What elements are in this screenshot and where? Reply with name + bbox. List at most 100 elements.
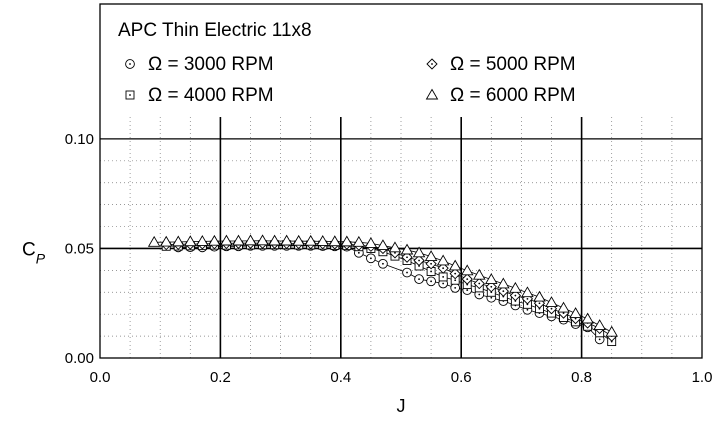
marker-triangle	[521, 286, 534, 298]
marker-center-dot	[454, 279, 457, 282]
axis-ticks: 0.0 0.2 0.4 0.6 0.8 1.0 0.00 0.05 0.10	[65, 131, 713, 386]
marker-triangle	[581, 312, 594, 324]
marker-triangle	[268, 234, 281, 246]
x-axis-label: J	[397, 396, 406, 416]
data-point	[352, 235, 366, 247]
legend-label: Ω = 3000 RPM	[148, 54, 274, 75]
x-tick-label: 0.6	[451, 369, 472, 386]
marker-center-dot	[478, 293, 481, 296]
data-point	[232, 234, 245, 246]
series-3	[147, 234, 618, 337]
marker-triangle	[412, 246, 426, 258]
marker-center-dot	[430, 280, 432, 283]
marker-triangle	[304, 234, 317, 246]
plot-frame	[99, 3, 703, 359]
x-tick-label: 0.8	[571, 369, 592, 386]
data-point	[159, 235, 173, 247]
marker-center-dot	[514, 294, 517, 297]
marker-center-dot	[466, 278, 469, 281]
marker-center-dot	[406, 256, 408, 259]
series-line	[166, 242, 612, 337]
data-point	[378, 258, 388, 269]
marker-triangle	[485, 273, 498, 285]
data-point	[497, 277, 510, 289]
data-point	[171, 235, 185, 247]
x-tick-label: 1.0	[692, 369, 713, 386]
series-1	[161, 240, 617, 347]
marker-center-dot	[550, 307, 553, 310]
data-point	[461, 273, 473, 285]
data-point	[593, 319, 606, 331]
x-tick-label: 0.2	[210, 369, 231, 386]
data-point	[545, 296, 558, 308]
marker-center-dot	[502, 290, 505, 293]
marker-center-dot	[526, 308, 529, 311]
series-line	[166, 244, 612, 342]
marker-center-dot	[394, 251, 396, 254]
legend-marker	[426, 58, 438, 70]
marker-triangle	[400, 243, 414, 255]
marker-triangle	[184, 235, 197, 247]
marker-triangle	[280, 234, 293, 246]
data-point	[388, 241, 402, 253]
data-point	[569, 307, 582, 318]
data-point	[497, 285, 509, 297]
marker-triangle	[557, 301, 570, 313]
data-point	[533, 290, 546, 302]
marker-center-dot	[454, 286, 457, 289]
marker-triangle	[316, 235, 330, 246]
data-point	[605, 325, 618, 337]
marker-triangle	[159, 235, 173, 247]
data-point	[244, 234, 257, 246]
marker-triangle	[509, 281, 522, 293]
legend-marker	[125, 90, 135, 100]
data-point	[413, 254, 425, 267]
data-point	[366, 253, 376, 264]
data-point	[460, 264, 474, 276]
data-point	[147, 235, 161, 247]
marker-triangle	[232, 234, 245, 246]
marker-triangle	[533, 290, 546, 302]
y-axis-label-subscript: P	[36, 250, 46, 266]
marker-center-dot	[442, 276, 445, 278]
marker-triangle	[147, 235, 161, 247]
marker-center-dot	[490, 296, 493, 299]
x-tick-label: 0.0	[90, 369, 111, 386]
marker-triangle	[208, 234, 221, 246]
marker-triangle	[328, 235, 342, 247]
series-layer	[147, 234, 618, 347]
data-point	[485, 281, 497, 293]
marker-center-dot	[406, 271, 408, 274]
data-point	[256, 234, 269, 246]
legend: APC Thin Electric 11x8 Ω = 3000 RPM Ω = 5…	[118, 20, 576, 106]
data-point	[402, 267, 412, 278]
legend-label: Ω = 6000 RPM	[450, 85, 576, 106]
data-point	[450, 283, 461, 293]
data-point	[509, 281, 522, 293]
marker-triangle	[472, 268, 486, 280]
data-point	[424, 250, 438, 262]
marker-center-dot	[430, 262, 432, 265]
marker-triangle	[569, 307, 582, 318]
y-tick-label: 0.05	[65, 240, 94, 257]
marker-triangle	[292, 234, 305, 246]
marker-triangle	[497, 277, 510, 289]
data-point	[485, 273, 498, 285]
y-axis-label-main: C	[22, 239, 36, 260]
marker-center-dot	[454, 272, 457, 275]
marker-center-dot	[478, 282, 481, 285]
data-point	[376, 239, 390, 251]
data-point	[196, 235, 209, 246]
data-point	[340, 235, 354, 247]
data-point	[401, 251, 413, 263]
data-point	[426, 276, 436, 287]
data-point	[400, 243, 414, 255]
marker-triangle	[436, 254, 450, 266]
y-tick-label: 0.00	[65, 350, 94, 367]
data-point	[208, 234, 221, 246]
marker-center-dot	[442, 267, 445, 270]
data-point	[449, 268, 461, 280]
data-point	[472, 268, 486, 280]
data-point	[184, 235, 197, 247]
marker-triangle	[244, 234, 257, 246]
